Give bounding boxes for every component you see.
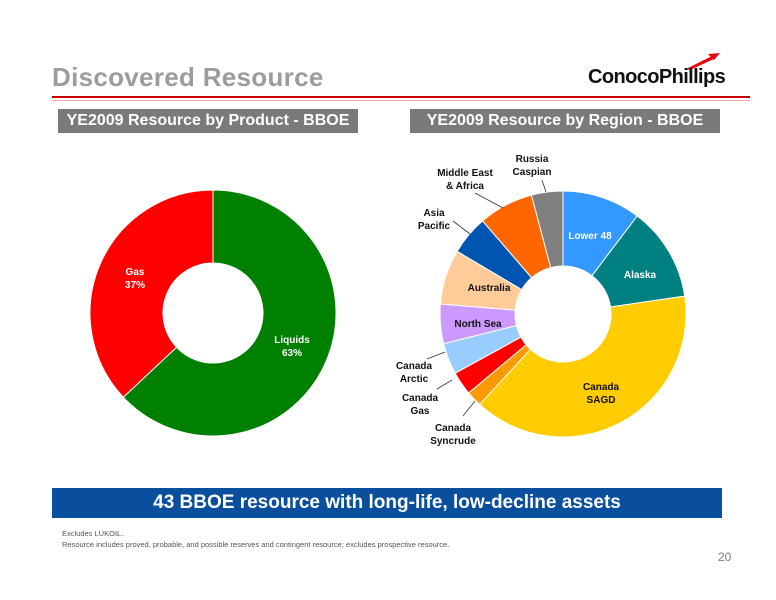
leader-russia-caspian xyxy=(541,179,547,193)
product-donut-chart xyxy=(89,189,337,437)
product-chart-title: YE2009 Resource by Product - BBOE xyxy=(58,109,358,133)
footnote-2: Resource includes proved, probable, and … xyxy=(62,540,450,549)
label-canada-arctic: Canada Arctic xyxy=(396,361,433,385)
leader-canada-syncrude xyxy=(462,400,476,417)
label-canada-sagd: Canada SAGD xyxy=(583,382,620,406)
slice-russia-caspian xyxy=(530,190,564,269)
label-liquids: Liquids 63% xyxy=(274,335,310,359)
label-asia-pacific: Asia Pacific xyxy=(418,208,451,232)
label-north-sea: North Sea xyxy=(454,319,502,330)
label-canada-syncrude: Canada Syncrude xyxy=(430,423,476,447)
leader-asia-pacific xyxy=(452,220,471,235)
region-donut-labels: Lower 48 Alaska Canada SAGD Canada Syncrude Ca… xyxy=(396,154,657,447)
conocophillips-logo: ConocoPhillips xyxy=(588,52,738,92)
label-gas: Gas 37% xyxy=(125,267,145,291)
summary-banner: 43 BBOE resource with long-life, low-dec… xyxy=(52,488,722,518)
logo-text: ConocoPhillips xyxy=(588,66,726,88)
region-chart-title: YE2009 Resource by Region - BBOE xyxy=(410,109,720,133)
slice-liquids xyxy=(122,189,337,437)
footnote-1: Excludes LUKOIL. xyxy=(62,529,124,538)
page-number: 20 xyxy=(718,550,732,564)
header-rule xyxy=(52,96,750,98)
header-rule-light xyxy=(52,100,750,101)
label-russia-caspian: Russia Caspian xyxy=(513,154,552,178)
label-alaska: Alaska xyxy=(624,270,657,281)
label-australia: Australia xyxy=(468,283,511,294)
leader-canada-arctic xyxy=(426,351,446,360)
slice-canada-sagd xyxy=(478,295,687,438)
footnotes: Excludes LUKOIL. Resource includes prove… xyxy=(62,528,449,550)
label-canada-gas: Canada Gas xyxy=(402,393,439,417)
product-donut-labels: Liquids 63% Gas 37% xyxy=(125,267,310,359)
leader-canada-gas xyxy=(436,379,453,390)
label-middle-east-africa: Middle East & Africa xyxy=(437,168,493,192)
logo-swoosh-icon xyxy=(686,53,720,70)
slide-title: Discovered Resource xyxy=(52,62,324,92)
label-lower-48: Lower 48 xyxy=(568,231,612,242)
leader-middle-east-africa xyxy=(474,192,504,209)
slice-gas xyxy=(89,189,214,398)
region-donut-chart xyxy=(439,190,687,438)
